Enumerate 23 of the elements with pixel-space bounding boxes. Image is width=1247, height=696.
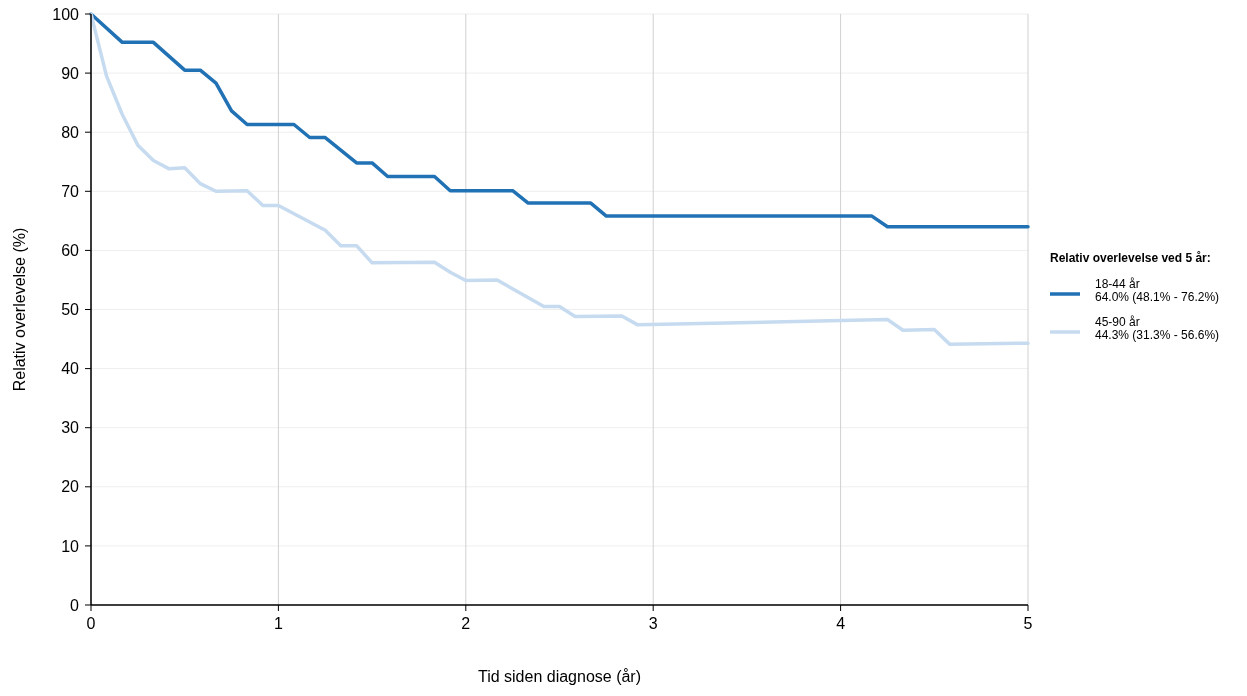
legend-title: Relativ overlevelse ved 5 år: — [1050, 251, 1211, 265]
y-tick-label: 70 — [61, 182, 80, 200]
y-tick-label: 0 — [70, 596, 80, 614]
line-series — [89, 12, 1030, 347]
y-tick-label: 20 — [61, 478, 80, 496]
y-tick-label: 80 — [61, 123, 80, 141]
y-tick-label: 50 — [61, 301, 80, 319]
x-axis-title: Tid siden diagnose (år) — [477, 668, 642, 685]
y-tick-label: 60 — [61, 242, 80, 259]
x-tick-label: 0 — [86, 615, 96, 632]
y-tick-label: 40 — [61, 360, 80, 378]
y-tick-label: 10 — [61, 537, 80, 555]
x-tick-label: 2 — [461, 615, 471, 632]
y-tick-label: 100 — [52, 5, 80, 23]
x-tick-label: 4 — [836, 615, 846, 632]
y-tick-label: 30 — [61, 419, 80, 437]
x-tick-label: 5 — [1023, 615, 1033, 632]
legend-label: 45-90 år 44.3% (31.3% - 56.6%) — [1095, 315, 1220, 342]
x-tick-label: 3 — [648, 615, 658, 632]
y-axis-title: Relativ overlevelse (%) — [11, 227, 28, 392]
y-tick-label: 90 — [61, 64, 80, 82]
x-tick-label: 1 — [273, 615, 283, 632]
legend-label: 18-44 år 64.0% (48.1% - 76.2%) — [1095, 277, 1220, 304]
